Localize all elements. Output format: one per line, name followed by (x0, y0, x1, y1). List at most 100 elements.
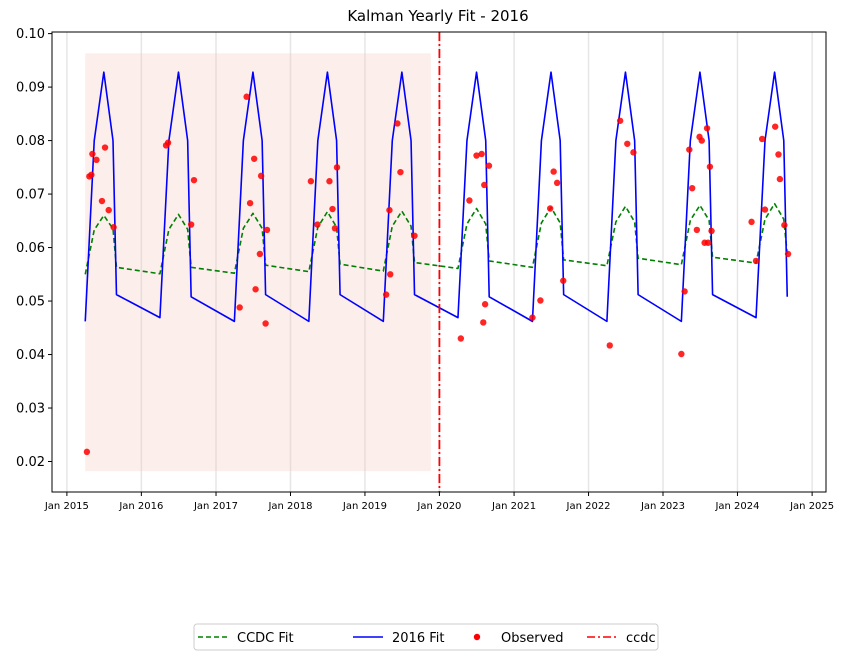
observed-point (529, 314, 536, 321)
observed-point (83, 448, 91, 456)
observed-point (630, 149, 637, 156)
observed-point (480, 319, 487, 326)
2016-fit-line (84, 71, 789, 323)
observed-point (236, 304, 243, 311)
observed-point (761, 206, 769, 213)
observed-point (331, 225, 339, 232)
observed-point (326, 178, 333, 185)
observed-point (98, 197, 106, 205)
observed-point (307, 178, 315, 185)
y-tick-label: 0.03 (16, 402, 45, 417)
observed-point (708, 227, 715, 235)
observed-point (457, 335, 465, 342)
observed-point (706, 163, 714, 170)
observed-point (88, 171, 95, 179)
observed-point (772, 123, 779, 130)
y-tick-label: 0.09 (16, 81, 45, 96)
y-tick-label: 0.10 (16, 27, 45, 42)
observed-point (784, 250, 792, 258)
observed-point (387, 271, 394, 278)
x-tick-label: Jan 2017 (193, 501, 238, 512)
observed-point (473, 152, 480, 159)
observed-point (262, 320, 269, 327)
observed-point (333, 164, 341, 171)
x-tick-label: Jan 2015 (44, 501, 89, 512)
observed-point (553, 179, 561, 187)
legend-marker-observed (473, 633, 481, 641)
x-tick-label: Jan 2016 (118, 501, 163, 512)
x-tick-label: Jan 2021 (491, 501, 536, 512)
observed-point (560, 277, 567, 284)
observed-point (243, 93, 250, 100)
observed-point (250, 155, 258, 162)
ccdc-fit-line (84, 202, 789, 275)
observed-point (314, 221, 321, 228)
observed-point (89, 150, 96, 158)
observed-point (93, 156, 100, 164)
legend-label: Observed (501, 631, 564, 646)
observed-point (394, 120, 401, 127)
y-tick-label: 0.02 (16, 455, 45, 470)
plot-area: Jan 2015 Jan 2016 Jan 2017 Jan 2018 Jan 2019… (16, 27, 834, 512)
x-tick-label: Jan 2025 (789, 501, 834, 512)
observed-point (693, 226, 701, 234)
observed-point (252, 286, 259, 293)
y-tick-label: 0.05 (16, 295, 45, 310)
observed-point (686, 146, 693, 153)
observed-point (703, 125, 711, 132)
observed-point (606, 342, 613, 349)
observed-point (466, 197, 473, 204)
observed-point (256, 250, 264, 258)
legend: CCDC Fit 2016 Fit Observed ccdc (193, 623, 659, 651)
legend-label: 2016 Fit (392, 631, 444, 646)
observed-point (678, 350, 685, 358)
legend-label: CCDC Fit (237, 631, 294, 646)
x-tick-label: Jan 2023 (640, 501, 685, 512)
observed-point (752, 257, 760, 265)
y-tick-label: 0.08 (16, 134, 45, 149)
observed-point (698, 137, 705, 144)
observed-point (748, 218, 755, 226)
y-tick-label: 0.04 (16, 348, 45, 363)
observed-point (481, 181, 488, 189)
observed-point (411, 232, 418, 239)
observed-point (329, 205, 336, 213)
y-tick-label: 0.06 (16, 241, 45, 256)
observed-point (776, 175, 784, 183)
observed-point (190, 176, 198, 184)
observed-point (546, 205, 554, 212)
observed-point (758, 135, 766, 143)
observed-point (257, 172, 265, 180)
observed-point (775, 151, 782, 158)
observed-point (246, 199, 254, 207)
x-tick-label: Jan 2019 (342, 501, 387, 512)
observed-point (550, 168, 557, 175)
observed-point (481, 301, 489, 308)
x-tick-label: Jan 2018 (267, 501, 312, 512)
observed-point (263, 226, 271, 234)
observed-point (688, 184, 696, 192)
x-tick-label: Jan 2022 (566, 501, 611, 512)
observed-point (110, 224, 117, 231)
observed-point (164, 139, 172, 146)
observed-point (478, 150, 485, 158)
observed-point (386, 206, 393, 214)
observed-point (101, 144, 109, 151)
observed-point (105, 206, 112, 214)
legend-label: ccdc (626, 631, 656, 646)
observed-point (187, 221, 195, 228)
calibration-period-shading (85, 53, 431, 472)
observed-point (616, 117, 624, 124)
x-tick-label: Jan 2020 (416, 501, 461, 512)
observed-point (781, 221, 788, 229)
observed-point (485, 162, 493, 169)
chart-title: Kalman Yearly Fit - 2016 (347, 7, 528, 25)
observed-point (382, 291, 390, 298)
observed-point (624, 140, 631, 147)
observed-point (681, 288, 688, 295)
observed-point (537, 297, 544, 304)
legend-box (193, 623, 659, 651)
x-tick-label: Jan 2024 (714, 501, 759, 512)
observed-point (397, 168, 404, 176)
